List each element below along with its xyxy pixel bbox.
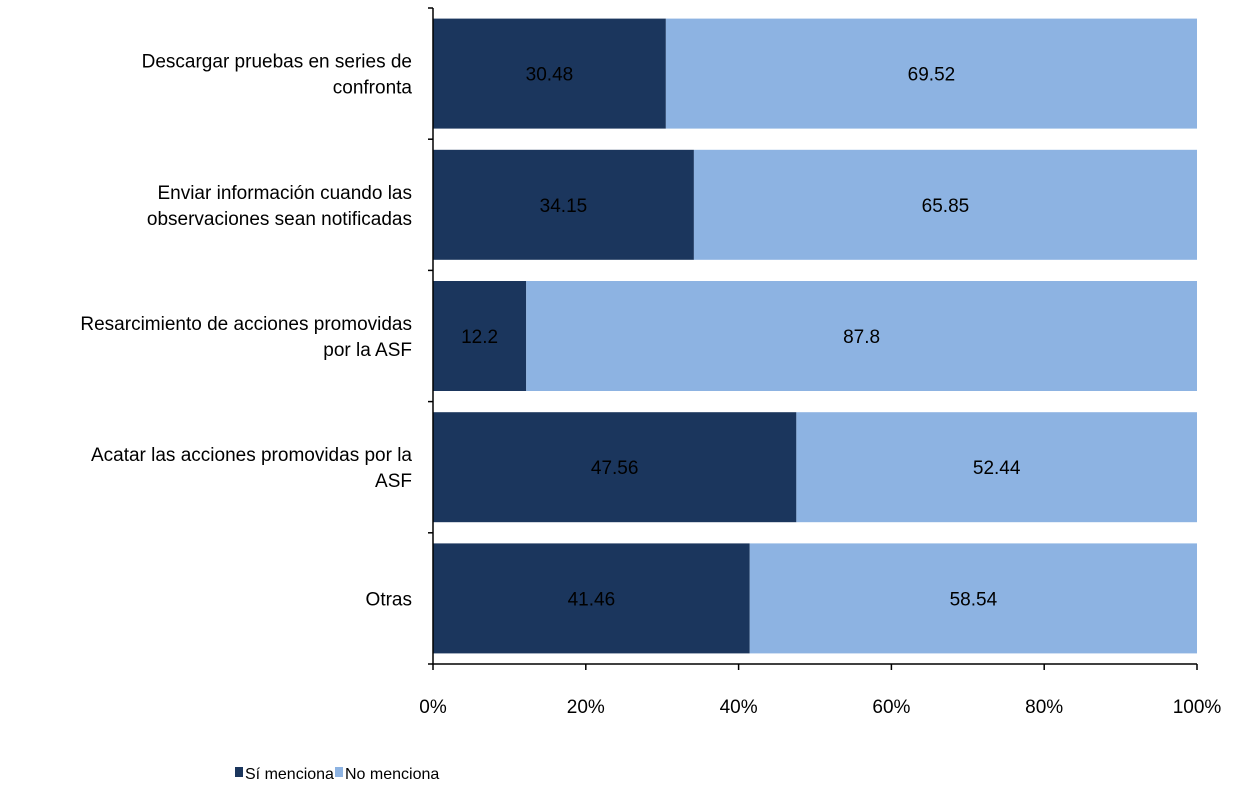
bar-value-label: 12.2: [461, 327, 498, 348]
bar-value-label: 69.52: [908, 65, 956, 86]
category-label: Resarcimiento de acciones promovidas por …: [80, 314, 412, 361]
category-label: Acatar las acciones promovidas por la ASF: [91, 445, 412, 492]
bar-value-label: 52.44: [973, 458, 1021, 479]
x-tick-label: 60%: [872, 697, 910, 718]
legend-swatch: [335, 767, 343, 777]
bar-segment-si-menciona-1: [433, 18, 666, 129]
bar-segment-no-menciona-1: [665, 18, 1197, 129]
legend: Sí menciona No menciona: [235, 766, 439, 783]
bar-value-label: 30.48: [526, 65, 574, 86]
category-label: Otras: [366, 589, 412, 610]
category-label: Enviar información cuando las observacion…: [147, 183, 412, 230]
bar-value-label: 41.46: [568, 589, 616, 610]
bar-segment-no-menciona-5: [749, 543, 1197, 654]
x-tick-label: 0%: [419, 697, 447, 718]
bars-group: 30.48 69.52 34.15 65.85 12.2 87.8 47.56 52.44 41…: [433, 18, 1197, 654]
legend-label: Sí menciona: [245, 766, 334, 783]
bar-segment-si-menciona-4: [433, 412, 797, 523]
bar-segment-no-menciona-3: [526, 281, 1197, 391]
category-label: Descargar pruebas en series de confronta: [142, 52, 413, 99]
y-axis: Descargar pruebas en series de confronta E…: [80, 7, 434, 665]
bar-value-label: 58.54: [950, 589, 998, 610]
bar-value-label: 34.15: [540, 196, 588, 217]
bar-value-label: 65.85: [922, 196, 970, 217]
legend-label: No menciona: [345, 766, 439, 783]
bar-segment-si-menciona-3: [433, 281, 527, 391]
x-axis: 0% 20% 40% 60% 80% 100%: [419, 663, 1222, 718]
bar-segment-no-menciona-4: [796, 412, 1197, 523]
x-tick-label: 20%: [567, 697, 605, 718]
bar-value-label: 87.8: [843, 327, 880, 348]
bar-segment-no-menciona-2: [693, 149, 1197, 260]
bar-segment-si-menciona-5: [433, 543, 750, 654]
legend-swatch: [235, 767, 243, 777]
x-tick-label: 80%: [1025, 697, 1063, 718]
bar-segment-si-menciona-2: [433, 149, 694, 260]
bar-value-label: 47.56: [591, 458, 639, 479]
x-tick-label: 100%: [1173, 697, 1222, 718]
x-tick-label: 40%: [720, 697, 758, 718]
